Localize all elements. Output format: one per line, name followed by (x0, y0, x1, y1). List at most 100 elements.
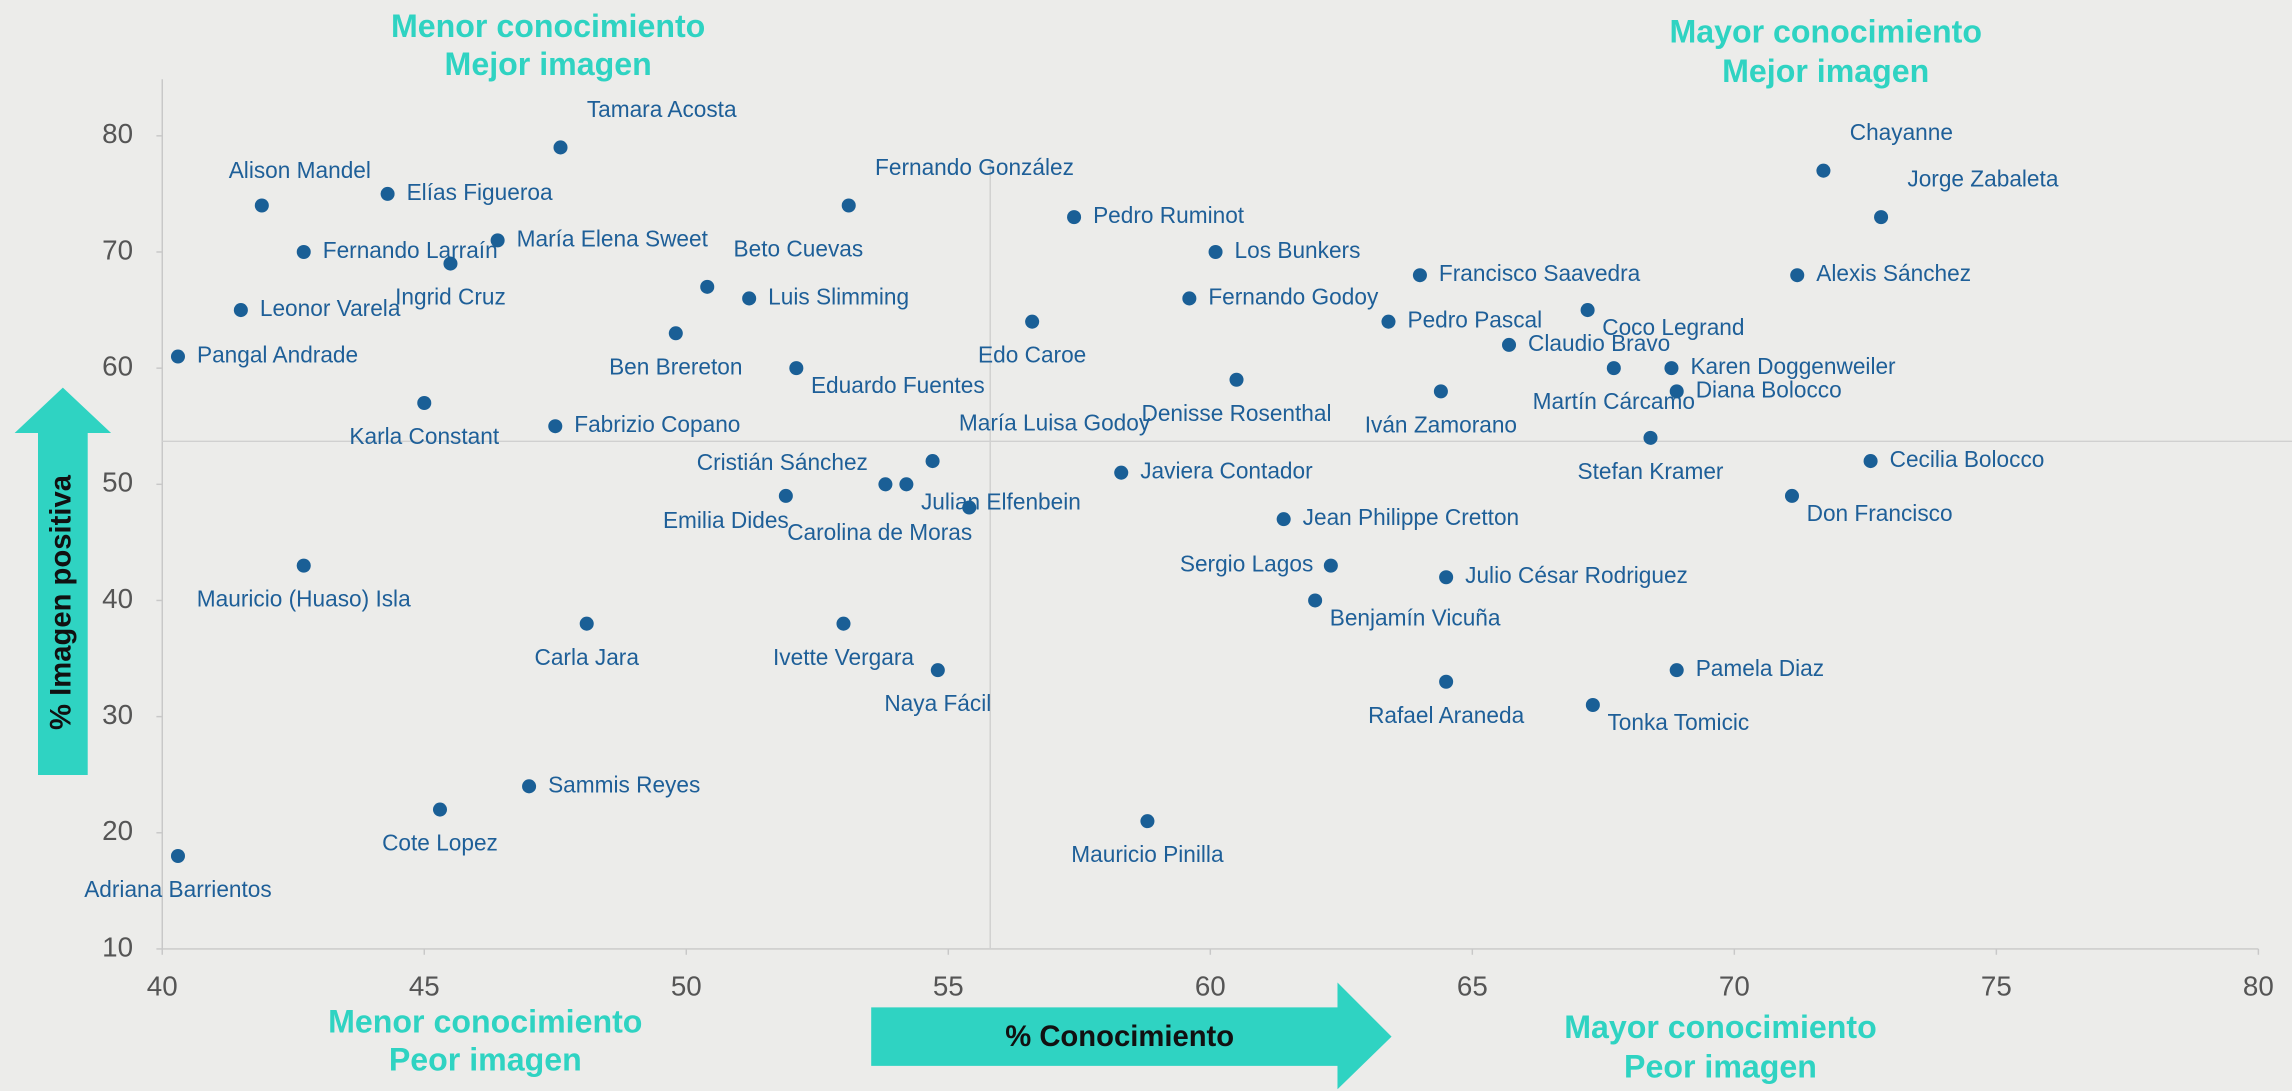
point-label: Pedro Ruminot (1093, 202, 1245, 228)
point (789, 361, 804, 376)
point-label: Alexis Sánchez (1816, 260, 1971, 286)
point-label: Leonor Varela (260, 295, 401, 321)
point-label: Martín Cárcamo (1533, 388, 1695, 414)
point (1308, 593, 1323, 608)
quadrant-title: Mejor imagen (445, 46, 652, 82)
x-tick-label: 60 (1195, 971, 1226, 1002)
y-tick-label: 50 (102, 467, 133, 498)
point-label: Ivette Vergara (773, 644, 914, 670)
point (579, 616, 594, 631)
y-tick-label: 40 (102, 583, 133, 614)
point-label: Mauricio (Huaso) Isla (197, 586, 411, 612)
x-tick-label: 50 (671, 971, 702, 1002)
point-label: Francisco Saavedra (1439, 260, 1641, 286)
x-arrow (871, 982, 1392, 1090)
point (1208, 244, 1223, 259)
point (1585, 697, 1600, 713)
point-label: Claudio Bravo (1528, 330, 1670, 356)
x-tick-label: 75 (1981, 971, 2012, 1002)
point (1874, 210, 1889, 225)
point (1439, 674, 1454, 689)
point (1664, 361, 1679, 376)
point-label: Fernando Larraín (323, 237, 498, 263)
quadrant-title: Menor conocimiento (391, 8, 705, 44)
y-tick-label: 70 (102, 234, 133, 265)
point (522, 779, 537, 794)
point (443, 256, 458, 271)
point (1669, 384, 1684, 399)
point-label: Eduardo Fuentes (811, 372, 985, 398)
point-label: Chayanne (1850, 119, 1953, 145)
x-tick-label: 65 (1457, 971, 1488, 1002)
point (1784, 488, 1800, 503)
point (490, 233, 505, 248)
y-axis-title: % Imagen positiva (46, 474, 78, 730)
point-label: Carolina de Moras (787, 519, 972, 545)
point (296, 244, 311, 259)
point-label: Cote Lopez (382, 830, 498, 856)
point-label: Don Francisco (1807, 500, 1953, 526)
point-label: Pedro Pascal (1407, 307, 1542, 333)
y-tick-label: 20 (102, 815, 133, 846)
quadrant-title: Peor imagen (1624, 1049, 1817, 1085)
point-label: Pangal Andrade (197, 342, 358, 368)
point (925, 454, 940, 469)
point (380, 186, 395, 201)
point (254, 198, 269, 213)
point-label: Karla Constant (349, 423, 499, 449)
point-label: Ben Brereton (609, 353, 742, 379)
point-label: Emilia Dides (663, 507, 789, 533)
point-label: María Luisa Godoy (959, 410, 1151, 436)
point (668, 326, 683, 341)
y-tick-label: 60 (102, 350, 133, 381)
point-label: Rafael Araneda (1368, 702, 1524, 728)
point (1412, 268, 1427, 283)
point-label: Beto Cuevas (734, 235, 864, 261)
x-tick-label: 80 (2243, 971, 2274, 1002)
point (930, 663, 945, 678)
point-label: Sergio Lagos (1180, 551, 1313, 577)
point (1501, 337, 1517, 352)
point (1025, 314, 1040, 329)
quadrant-title: Peor imagen (389, 1041, 582, 1077)
quadrant-title: Mayor conocimiento (1564, 1009, 1877, 1045)
x-axis-title: % Conocimiento (1005, 1021, 1234, 1053)
point-label: Cristián Sánchez (697, 449, 868, 475)
point-label: Adriana Barrientos (84, 876, 272, 902)
point (1381, 314, 1396, 329)
point (1669, 663, 1684, 678)
point-label: Pamela Diaz (1696, 655, 1824, 681)
point (1276, 512, 1291, 527)
quadrant-title: Mejor imagen (1722, 53, 1929, 89)
point (700, 279, 715, 294)
point (1580, 303, 1595, 318)
point-label: Fernando Godoy (1208, 283, 1379, 309)
point-label: Fabrizio Copano (574, 411, 740, 437)
point (1606, 361, 1621, 376)
point (233, 303, 248, 318)
point-label: Cecilia Bolocco (1890, 446, 2045, 472)
point-label: Julio César Rodriguez (1465, 562, 1688, 588)
y-tick-label: 10 (102, 931, 133, 962)
point-label: Stefan Kramer (1578, 458, 1724, 484)
point (1114, 465, 1129, 480)
point (1323, 558, 1338, 573)
y-arrow (14, 387, 112, 775)
point (1067, 210, 1082, 225)
point-label: Tamara Acosta (587, 96, 737, 122)
point (417, 395, 432, 411)
point (1790, 268, 1805, 283)
point-label: Edo Caroe (978, 342, 1086, 368)
point (548, 419, 563, 434)
quadrant-title: Mayor conocimiento (1669, 14, 1982, 50)
x-tick-label: 70 (1719, 971, 1750, 1002)
point (1140, 814, 1155, 829)
point (1863, 454, 1878, 469)
point (778, 488, 793, 503)
point-label: Naya Fácil (884, 690, 991, 716)
point (1439, 570, 1454, 585)
point (899, 477, 914, 492)
